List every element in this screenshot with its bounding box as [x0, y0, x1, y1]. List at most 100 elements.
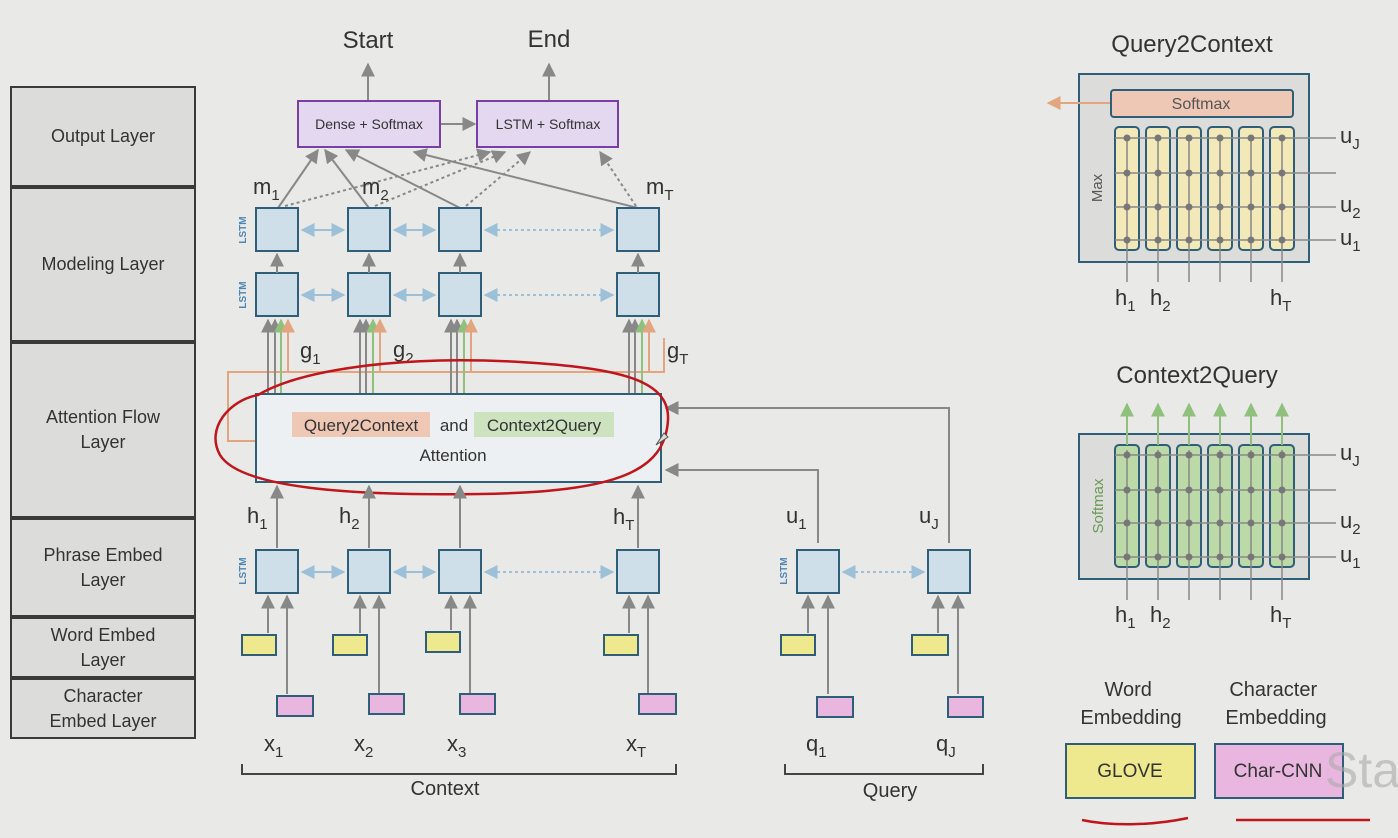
- h-to-attention-arrows: [270, 484, 645, 548]
- q2c-softmax-bar: [1110, 89, 1294, 118]
- layer-phrase-embed: Phrase Embed Layer: [10, 518, 196, 617]
- layer-word-embed-label: Word Embed Layer: [50, 624, 156, 670]
- legend-glove-box: [1065, 743, 1196, 799]
- lstm-cell-m-top-1: [255, 207, 299, 252]
- mT-label: mT: [646, 174, 674, 204]
- dense-softmax-label: Dense + Softmax: [315, 116, 423, 132]
- lstm-cell-p-3: [438, 549, 482, 594]
- uJ-to-attention-arrow: [664, 401, 950, 543]
- dense-softmax-box: [297, 100, 441, 148]
- m1-to-dense-arrow: [277, 148, 319, 209]
- qJ-label: qJ: [936, 731, 956, 761]
- end-label: End: [528, 26, 571, 53]
- red-underline-glove: [1081, 816, 1189, 826]
- phrase-embed-layer: h1 h2 hT u1 uJ LSTM LSTM: [238, 484, 971, 594]
- attention-flow-layer: g1 g2 gT Query2Context and Context2Query…: [214, 318, 950, 543]
- u1-label: u1: [786, 503, 807, 533]
- gT-label: gT: [667, 338, 688, 368]
- q2c-tag-bg: [292, 412, 430, 437]
- u1-to-attention-arrow: [664, 463, 819, 543]
- lstm-cell-q-J: [927, 549, 971, 594]
- layer-attention-flow: Attention Flow Layer: [10, 342, 196, 518]
- lstm-softmax-label: LSTM + Softmax: [496, 116, 601, 132]
- hT-label: hT: [613, 504, 634, 534]
- legend-word-embedding-label: Word Embedding: [1080, 679, 1181, 729]
- q2c-uJ-label: uJ: [1340, 123, 1360, 153]
- lstm-tag-modeling-bottom: LSTM: [238, 281, 249, 308]
- layer-modeling: Modeling Layer: [10, 187, 196, 342]
- lstm-tag-modeling-top: LSTM: [238, 216, 249, 243]
- lstm-cell-m-bot-T: [616, 272, 660, 317]
- uJ-label: uJ: [919, 503, 939, 533]
- lstm-cell-m-bot-2: [347, 272, 391, 317]
- c2q-u1-label: u1: [1340, 542, 1361, 572]
- output-layer: Start End Dense + Softmax LSTM + Softmax: [277, 26, 639, 209]
- legend-char-cnn-box: [1214, 743, 1344, 799]
- c2q-dots: [1123, 451, 1286, 561]
- m1-to-lstm-softmax-arrow: [284, 148, 492, 207]
- mT-to-dense-arrow: [412, 148, 639, 209]
- h1-label: h1: [247, 503, 268, 533]
- lstm-tag-phrase-query: LSTM: [779, 557, 790, 584]
- lstm-cell-p-2: [347, 549, 391, 594]
- embedding-layers: x1 x2 x3 xT q1 qJ Context Query: [241, 594, 984, 802]
- c2q-softmax-label: Softmax: [1090, 478, 1107, 534]
- c2q-panel-title: Context2Query: [1116, 362, 1277, 389]
- c2q-uJ-label: uJ: [1340, 440, 1360, 470]
- q2c-panel: Query2Context Softmax Max uJ u2: [1046, 31, 1361, 315]
- h2-label: h2: [339, 503, 360, 533]
- layer-char-embed-label: Character Embed Layer: [49, 685, 157, 731]
- layer-word-embed: Word Embed Layer: [10, 617, 196, 678]
- g2-label: g2: [393, 337, 414, 367]
- legend: Word Embedding Character Embedding GLOVE…: [1065, 679, 1398, 826]
- x3-label: x3: [447, 731, 466, 761]
- query-label: Query: [863, 780, 917, 802]
- red-annotation-circle: [214, 359, 670, 496]
- query-bracket: [784, 764, 984, 775]
- c2q-tag: Context2Query: [487, 416, 602, 435]
- mT-to-lstm-softmax-arrow: [599, 150, 637, 207]
- and-label: and: [440, 416, 468, 435]
- layer-output-label: Output Layer: [50, 126, 156, 146]
- m3-to-lstm-softmax-arrow: [465, 151, 532, 207]
- lstm-cell-m-bot-3: [438, 272, 482, 317]
- layer-output: Output Layer: [10, 86, 196, 187]
- attention-box: [255, 393, 662, 483]
- legend-glove-label: GLOVE: [1097, 761, 1162, 782]
- lstm-cell-p-1: [255, 549, 299, 594]
- layer-modeling-label: Modeling Layer: [41, 254, 165, 274]
- m1-label: m1: [253, 174, 280, 204]
- m2-label: m2: [362, 174, 389, 204]
- layer-attention-flow-label: Attention Flow Layer: [45, 407, 161, 452]
- xT-label: xT: [626, 731, 646, 761]
- m3-to-dense-arrow: [344, 149, 461, 209]
- m2-to-dense-arrow: [324, 148, 370, 209]
- c2q-output-arrows: [1120, 402, 1289, 445]
- c2q-hT-label: hT: [1270, 602, 1291, 632]
- context-bracket: [241, 764, 677, 775]
- q2c-hT-label: hT: [1270, 285, 1291, 315]
- char-embed-boxes: [276, 693, 984, 718]
- q2c-grid: [1115, 137, 1336, 282]
- c2q-h1-label: h1: [1115, 602, 1136, 632]
- g-vector-arrows: [261, 318, 656, 393]
- legend-char-embedding-label: Character Embedding: [1225, 679, 1326, 729]
- attention-label: Attention: [419, 446, 486, 465]
- modeling-bidirectional-links: [270, 223, 645, 302]
- lstm-tag-phrase-context: LSTM: [238, 557, 249, 584]
- c2q-u2-label: u2: [1340, 508, 1361, 538]
- q2c-dots: [1123, 134, 1286, 244]
- q2c-u1-label: u1: [1340, 225, 1361, 255]
- context-label: Context: [411, 778, 480, 800]
- q2c-max-label: Max: [1089, 173, 1106, 202]
- modeling-layer: m1 m2 mT LSTM LSTM: [238, 174, 674, 317]
- lstm-cell-m-top-2: [347, 207, 391, 252]
- g1-label: g1: [300, 338, 321, 368]
- layer-phrase-embed-label: Phrase Embed Layer: [43, 544, 163, 590]
- q2c-softmax-label: Softmax: [1172, 96, 1231, 113]
- lstm-cell-m-top-T: [616, 207, 660, 252]
- q2c-h1-label: h1: [1115, 285, 1136, 315]
- q2c-u2-label: u2: [1340, 192, 1361, 222]
- watermark-text: Sta: [1325, 742, 1398, 798]
